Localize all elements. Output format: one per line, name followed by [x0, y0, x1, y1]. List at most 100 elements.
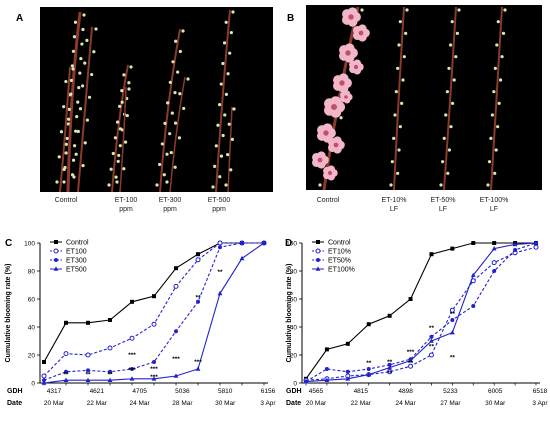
branch	[169, 76, 186, 192]
data-point	[85, 377, 91, 382]
data-point	[408, 363, 414, 369]
y-tick-label: 40	[290, 324, 298, 331]
bud	[229, 30, 233, 35]
data-point	[218, 245, 222, 250]
bud	[339, 116, 343, 120]
bud	[503, 8, 507, 12]
data-point	[429, 252, 434, 257]
legend-marker	[53, 248, 59, 254]
y-tick-label: 60	[290, 296, 298, 303]
bud	[62, 180, 66, 184]
bud	[186, 77, 190, 81]
bud	[57, 155, 61, 159]
bud	[158, 162, 162, 167]
bud	[74, 152, 78, 156]
data-point	[450, 318, 455, 322]
bud	[82, 13, 86, 17]
bud	[224, 92, 229, 96]
bud	[166, 101, 170, 105]
bud	[224, 20, 228, 24]
data-point	[387, 313, 392, 318]
bud	[214, 144, 218, 148]
data-point	[174, 266, 178, 271]
y-tick-label: 0	[31, 380, 35, 387]
bud	[452, 78, 456, 82]
bud	[445, 90, 449, 94]
bud	[117, 153, 121, 158]
bud	[85, 118, 89, 122]
legend-marker	[316, 258, 320, 262]
bud	[168, 132, 172, 136]
data-point	[151, 376, 157, 381]
bud	[393, 113, 397, 117]
date-tick-label: 20 Mar	[44, 400, 65, 407]
bud	[92, 50, 96, 54]
blossom-center	[323, 130, 329, 136]
data-point	[387, 365, 393, 370]
data-point	[195, 366, 201, 371]
data-point	[42, 378, 46, 383]
branch	[393, 6, 405, 190]
bud	[441, 160, 445, 164]
gdh-tick-label: 5810	[218, 388, 233, 395]
data-point	[130, 299, 134, 304]
data-point	[429, 334, 434, 339]
bud	[230, 137, 234, 141]
blossom-center	[353, 64, 359, 70]
legend-entry: Control	[328, 239, 351, 246]
bud	[444, 113, 448, 117]
date-tick-label: 27 Mar	[440, 400, 461, 407]
data-point	[345, 369, 350, 374]
bud	[405, 8, 409, 12]
legend-marker	[53, 266, 59, 271]
branch	[66, 11, 82, 192]
series-line-1	[305, 246, 537, 381]
bud	[72, 175, 76, 179]
bud	[404, 31, 408, 35]
bud	[171, 60, 175, 64]
bud	[182, 106, 186, 111]
data-point	[85, 352, 91, 358]
bud	[221, 133, 225, 138]
bud	[398, 20, 402, 24]
bud	[400, 101, 404, 105]
bud	[397, 43, 401, 47]
bud	[70, 64, 74, 68]
bud	[454, 55, 458, 59]
data-point	[449, 330, 455, 335]
data-point	[387, 369, 393, 375]
bud	[318, 183, 322, 187]
bud	[449, 43, 453, 47]
data-point	[217, 290, 223, 296]
bud	[174, 39, 178, 43]
data-point	[107, 377, 113, 382]
data-point	[366, 322, 371, 327]
gdh-tick-label: 4705	[132, 388, 147, 395]
legend-entry: ET300	[66, 257, 87, 264]
caption-b-et100: ET-100% LF	[479, 197, 509, 213]
bud	[226, 153, 230, 157]
bud	[79, 56, 83, 61]
bud	[493, 66, 497, 70]
bud	[64, 151, 68, 155]
panel-b-label: B	[287, 13, 295, 24]
significance-mark: **	[387, 359, 393, 366]
bud	[228, 51, 232, 55]
date-tick-label: 24 Mar	[129, 400, 150, 407]
bud	[129, 65, 133, 69]
significance-mark: ***	[407, 349, 415, 356]
bud	[396, 66, 400, 70]
bud	[223, 113, 227, 117]
photo-b-branches	[306, 5, 542, 190]
bud	[177, 136, 182, 140]
bud	[442, 136, 446, 140]
bud	[496, 20, 500, 24]
gdh-tick-label: 5233	[443, 388, 458, 395]
bud	[392, 136, 396, 140]
significance-mark: **	[366, 360, 372, 367]
bud	[231, 10, 235, 14]
bud	[489, 136, 493, 140]
data-point	[42, 360, 46, 364]
data-point	[108, 318, 112, 322]
bud	[390, 160, 394, 164]
